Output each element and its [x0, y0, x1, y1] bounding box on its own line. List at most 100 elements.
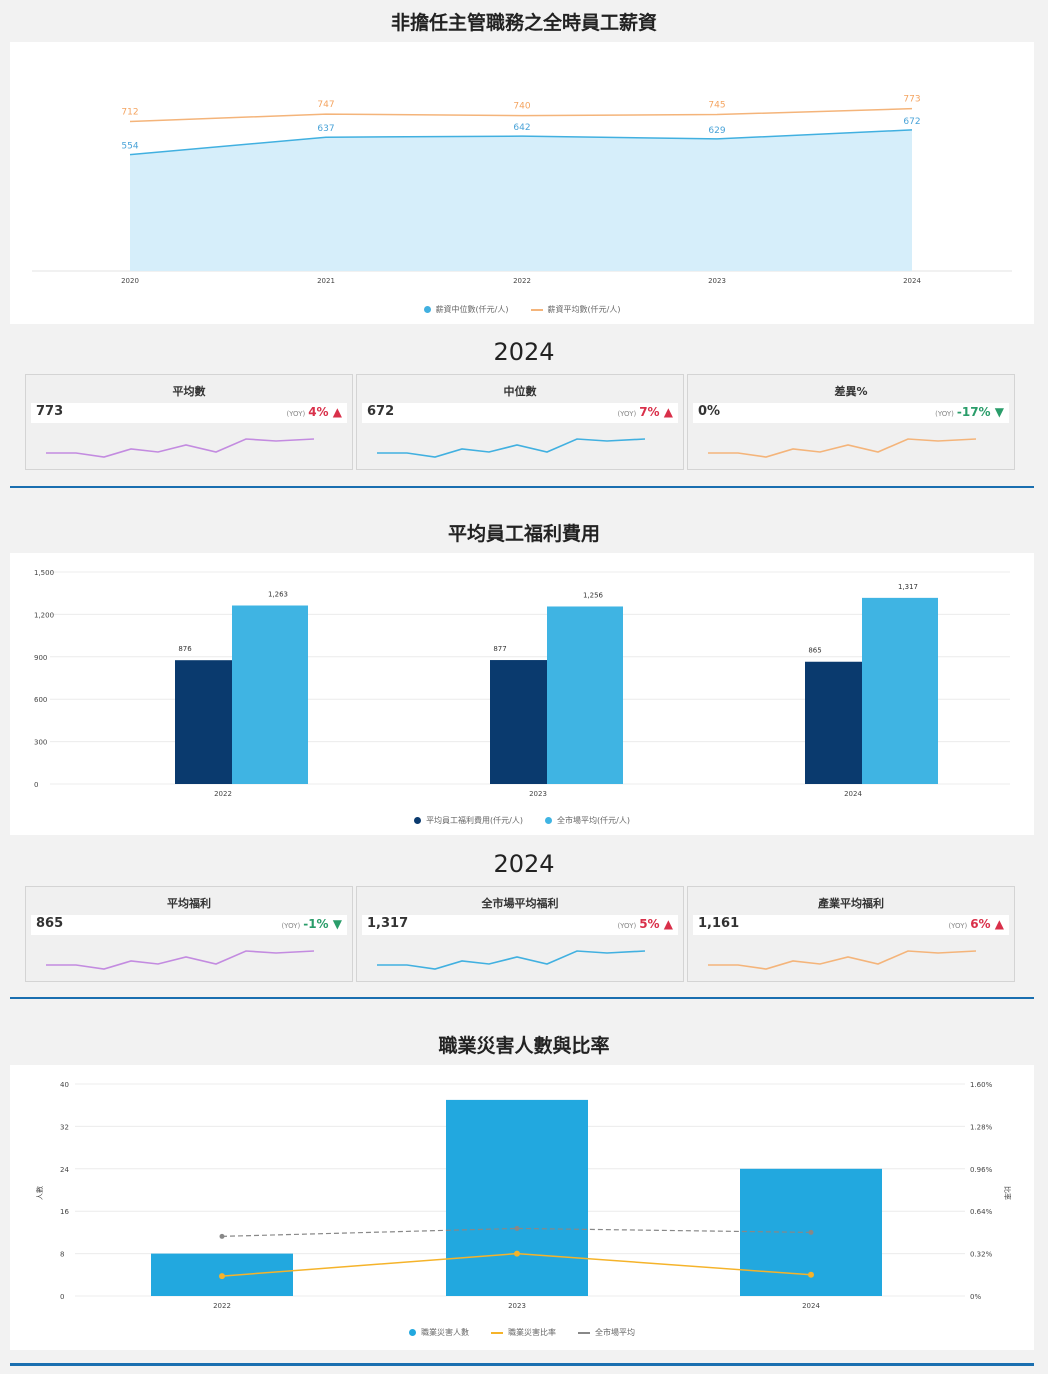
market-data-label: 1,317 [898, 583, 918, 591]
median-line [129, 129, 913, 156]
sparkline [377, 950, 646, 970]
x-tick-label: 2022 [214, 790, 232, 798]
welfare-data-label: 876 [178, 645, 192, 653]
card-salary-average: 平均數 773 (YOY) 4% ▲ [25, 374, 353, 470]
salary-chart-panel: 554 637 642 629 672 712 747 740 745 773 2020 2021 20… [10, 42, 1034, 324]
y-right-tick-label: 0.96% [970, 1166, 993, 1174]
legend-dot-icon [409, 1329, 416, 1336]
card-welfare-average: 平均福利 865 (YOY) -1% ▼ [25, 886, 353, 982]
injury-rate-point [219, 1273, 225, 1280]
legend-line-icon [491, 1331, 503, 1334]
welfare-bar [490, 660, 547, 784]
y-left-tick-label: 24 [60, 1166, 69, 1174]
median-data-label: 629 [708, 126, 725, 136]
x-tick-label: 2021 [317, 277, 335, 285]
welfare-bar [805, 661, 862, 784]
average-data-label: 712 [121, 107, 138, 117]
sparkline-path [708, 950, 977, 970]
x-tick-label: 2023 [708, 277, 726, 285]
average-line [129, 107, 913, 123]
y-tick-label: 0 [34, 781, 38, 789]
median-data-label: 642 [513, 123, 530, 133]
market-bar [232, 605, 308, 784]
y-right-tick-label: 1.60% [970, 1081, 993, 1089]
sparkline-path [377, 950, 646, 970]
welfare-legend: 平均員工福利費用(仟元/人) 全市場平均(仟元/人) [10, 815, 1034, 826]
card-welfare-market: 全市場平均福利 1,317 (YOY) 5% ▲ [356, 886, 684, 982]
y-tick-label: 300 [34, 739, 47, 747]
sparkline-path [46, 950, 315, 970]
y-left-tick-label: 16 [60, 1208, 69, 1216]
injury-legend: 職業災害人數 職業災害比率 全市場平均 [10, 1327, 1034, 1338]
injury-count-bar [446, 1099, 588, 1296]
y-tick-label: 900 [34, 654, 47, 662]
y-right-tick-label: 0.32% [970, 1251, 993, 1259]
welfare-data-label: 877 [493, 645, 506, 653]
median-data-label: 637 [317, 124, 334, 134]
x-tick-label: 2024 [903, 277, 921, 285]
y-left-tick-label: 8 [60, 1251, 64, 1259]
y-tick-label: 600 [34, 696, 47, 704]
sparkline [46, 438, 315, 458]
welfare-chart-panel: 0 300 600 900 1,200 1,500 876 1,263 2022 877 1,256… [10, 553, 1034, 835]
down-arrow-icon: ▼ [994, 405, 1004, 419]
legend-median[interactable]: 薪資中位數(仟元/人) [423, 304, 509, 315]
x-tick-label: 2023 [529, 790, 547, 798]
legend-dot-icon [414, 817, 422, 824]
sparkline-path [708, 438, 977, 458]
sparkline-path [377, 438, 646, 458]
welfare-data-label: 865 [808, 647, 821, 655]
card-salary-median: 中位數 672 (YOY) 7% ▲ [356, 374, 684, 470]
legend-line-icon [530, 308, 543, 311]
divider [10, 486, 1034, 488]
injury-chart-panel: 0 0% 8 0.32% 16 0.64% 24 0.96% 32 1.28% 40 1.60% 人數 比… [10, 1065, 1034, 1350]
legend-dot-icon [423, 306, 431, 313]
y-left-tick-label: 32 [60, 1123, 69, 1131]
legend-injury-rate[interactable]: 職業災害比率 [491, 1327, 556, 1338]
x-tick-label: 2024 [844, 790, 862, 798]
x-tick-label: 2024 [802, 1302, 820, 1310]
x-tick-label: 2022 [513, 277, 531, 285]
salary-legend: 薪資中位數(仟元/人) 薪資平均數(仟元/人) [10, 304, 1034, 315]
legend-injury-count[interactable]: 職業災害人數 [409, 1327, 469, 1338]
y-left-axis-title: 人數 [35, 1186, 44, 1200]
market-average-point [219, 1233, 225, 1239]
sparkline [708, 950, 977, 970]
legend-welfare[interactable]: 平均員工福利費用(仟元/人) [414, 815, 523, 826]
y-left-tick-label: 0 [60, 1293, 64, 1301]
y-right-tick-label: 0.64% [970, 1208, 993, 1216]
legend-market-average[interactable]: 全市場平均 [578, 1327, 635, 1338]
sparkline-path [46, 438, 315, 458]
average-data-label: 773 [903, 95, 920, 105]
y-tick-label: 1,200 [34, 611, 54, 619]
card-welfare-industry: 產業平均福利 1,161 (YOY) 6% ▲ [687, 886, 1015, 982]
legend-average[interactable]: 薪資平均數(仟元/人) [530, 304, 620, 315]
x-tick-label: 2020 [121, 277, 139, 285]
y-right-tick-label: 1.28% [970, 1123, 993, 1131]
average-data-label: 747 [317, 100, 334, 110]
y-tick-label: 1,500 [34, 569, 54, 577]
welfare-bar [175, 660, 232, 784]
up-arrow-icon: ▲ [994, 917, 1004, 931]
salary-section-title: 非擔任主管職務之全時員工薪資 [390, 12, 657, 34]
legend-line-icon [578, 1331, 590, 1334]
down-arrow-icon: ▼ [332, 917, 342, 931]
legend-market[interactable]: 全市場平均(仟元/人) [545, 815, 630, 826]
average-data-label: 745 [708, 101, 725, 111]
average-data-label: 740 [513, 102, 530, 112]
market-average-point [514, 1225, 520, 1231]
market-data-label: 1,256 [583, 591, 604, 599]
divider [10, 997, 1034, 999]
market-bar [547, 606, 623, 784]
market-bar [862, 597, 938, 784]
market-average-point [808, 1229, 814, 1235]
salary-year: 2024 [493, 338, 555, 366]
injury-section-title: 職業災害人數與比率 [438, 1035, 610, 1057]
injury-rate-point [514, 1250, 520, 1257]
salary-line-chart: 554 637 642 629 672 712 747 740 745 773 2020 2021 20… [32, 95, 1012, 285]
x-tick-label: 2023 [508, 1302, 526, 1310]
up-arrow-icon: ▲ [663, 405, 673, 419]
welfare-bar-chart: 0 300 600 900 1,200 1,500 876 1,263 2022 877 1,256… [34, 569, 1010, 798]
y-right-tick-label: 0% [970, 1293, 981, 1301]
welfare-year: 2024 [493, 850, 555, 878]
